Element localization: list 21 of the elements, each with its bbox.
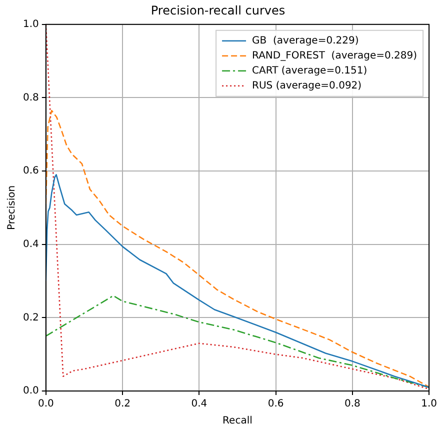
x-tick-label: 0.4 xyxy=(191,398,208,410)
line-series xyxy=(46,110,430,388)
x-tick-label: 0.0 xyxy=(38,398,54,410)
chart-title: Precision-recall curves xyxy=(150,3,286,18)
y-tick-label: 0.8 xyxy=(22,92,39,104)
y-tick-label: 0.2 xyxy=(22,312,39,324)
y-tick-label: 1.0 xyxy=(22,18,39,30)
legend-label: RUS (average=0.092) xyxy=(252,80,362,92)
legend-label: CART (average=0.151) xyxy=(252,65,368,76)
x-tick-label: 1.0 xyxy=(421,398,437,410)
x-tick-label: 0.6 xyxy=(268,398,284,410)
legend-label: GB (average=0.229) xyxy=(252,35,359,46)
y-axis-title: Precision xyxy=(6,185,18,230)
x-tick-label: 0.2 xyxy=(114,398,130,410)
legend-label: RAND_FOREST (average=0.289) xyxy=(252,50,418,62)
y-tick-label: 0.0 xyxy=(22,386,39,397)
x-tick-label: 0.8 xyxy=(344,398,360,410)
line-series xyxy=(46,295,430,388)
x-axis-title: Recall xyxy=(222,416,252,427)
y-tick-label: 0.6 xyxy=(22,166,39,177)
y-tick-label: 0.4 xyxy=(22,238,39,250)
